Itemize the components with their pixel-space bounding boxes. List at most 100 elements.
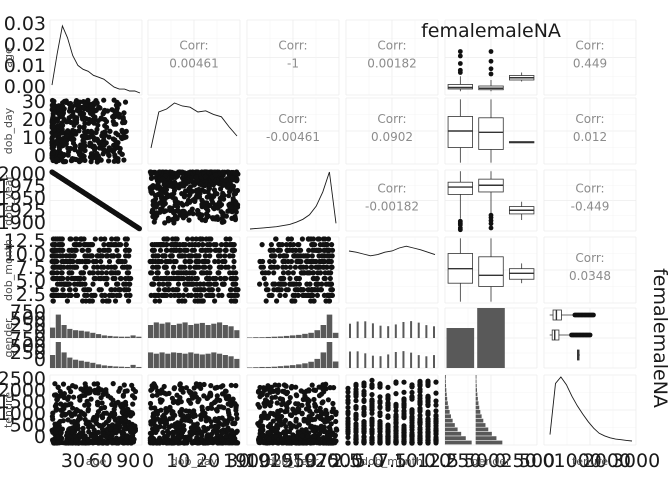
box-outlier — [591, 312, 596, 318]
scatter-point — [201, 270, 207, 276]
scatter-point — [160, 281, 166, 287]
scatter-point — [121, 119, 128, 126]
scatter-point — [61, 159, 67, 165]
scatter-point — [307, 281, 313, 287]
corr-label: Corr: — [377, 39, 406, 53]
scatter-point — [221, 281, 227, 287]
scatter-point — [187, 264, 193, 270]
scatter-point — [166, 281, 172, 287]
panel-dob_month-dob_month — [345, 236, 439, 304]
scatter-point — [309, 411, 315, 417]
scatter-point — [164, 247, 170, 253]
hist-bar — [402, 321, 405, 338]
scatter-point — [298, 287, 304, 293]
scatter-point — [310, 298, 317, 304]
scatter-point — [116, 111, 122, 118]
scatter-point — [271, 270, 277, 276]
hist-bar — [371, 355, 374, 368]
scatter-point — [206, 281, 212, 287]
scatter-point — [259, 390, 265, 396]
scatter-point — [305, 236, 311, 242]
scatter-point — [204, 214, 210, 220]
corr-value: 0.00182 — [367, 57, 417, 71]
scatter-point — [115, 253, 121, 259]
scatter-point — [106, 292, 112, 298]
scatter-point — [433, 390, 439, 396]
scatter-point — [321, 424, 327, 430]
scatter-point — [199, 247, 206, 253]
scatter-point — [229, 247, 235, 253]
corr-value: 0.449 — [573, 57, 607, 71]
scatter-point — [67, 287, 73, 293]
scatter-point — [98, 287, 104, 293]
scatter-point — [401, 379, 407, 385]
hist-bar — [417, 355, 420, 368]
scatter-point — [89, 144, 95, 150]
scatter-point — [285, 400, 291, 406]
box-outlier — [457, 53, 463, 59]
scatter-point — [288, 258, 295, 265]
scatter-dob-month-vs-age — [49, 236, 134, 304]
scatter-point — [361, 438, 367, 444]
scatter-point — [401, 437, 407, 444]
scatter-point — [425, 418, 431, 424]
scatter-point — [353, 423, 359, 429]
hist-bar — [50, 355, 56, 368]
scatter-point — [92, 292, 98, 298]
scatter-point — [153, 196, 159, 202]
scatter-point — [150, 439, 156, 445]
hist-bar — [445, 440, 472, 445]
hist-bar — [445, 379, 446, 384]
scatter-point — [153, 253, 159, 259]
hist-bar — [171, 325, 177, 338]
hist-bar — [253, 367, 259, 368]
scatter-point — [206, 242, 212, 248]
scatter-point — [194, 435, 200, 441]
scatter-point — [306, 247, 312, 253]
scatter-point — [401, 389, 407, 395]
scatter-point — [121, 287, 128, 293]
scatter-point — [385, 393, 391, 399]
scatter-point — [93, 136, 99, 142]
hist-bar — [101, 365, 107, 368]
scatter-point — [96, 155, 102, 161]
scatter-dob-year-vs-dob-day — [147, 169, 241, 226]
scatter-point — [65, 264, 71, 270]
scatter-point — [111, 97, 117, 103]
y-tick-age: 0.03 — [4, 13, 46, 35]
scatter-point — [217, 397, 223, 403]
scatter-point — [50, 242, 56, 248]
scatter-point — [229, 215, 235, 221]
scatter-point — [230, 275, 236, 282]
box-outlier — [457, 218, 463, 224]
scatter-point — [361, 381, 367, 387]
hist-bar — [314, 358, 320, 368]
scatter-point — [167, 205, 173, 211]
scatter-point — [229, 430, 235, 436]
scatter-point — [174, 201, 180, 207]
scatter-point — [310, 242, 316, 248]
hist-bar — [332, 361, 339, 368]
scatter-point — [215, 205, 221, 211]
scatter-point — [169, 253, 175, 259]
scatter-point — [417, 437, 423, 443]
corr-value: 0.00461 — [169, 57, 219, 71]
scatter-point — [226, 193, 232, 199]
scatter-point — [165, 194, 171, 200]
scatter-point — [169, 395, 175, 401]
hist-bar — [182, 322, 188, 338]
scatter-point — [197, 236, 203, 242]
hist-bar — [425, 356, 428, 368]
corr-value: -0.449 — [571, 200, 610, 214]
corr-label: Corr: — [575, 112, 604, 126]
scatter-point — [56, 420, 62, 426]
scatter-point — [107, 146, 113, 152]
hist-bar — [78, 330, 84, 338]
scatter-point — [317, 415, 323, 421]
scatter-point — [99, 426, 106, 432]
scatter-point — [106, 258, 113, 265]
scatter-point — [263, 281, 269, 287]
scatter-point — [94, 381, 101, 387]
scatter-point — [176, 298, 182, 304]
hist-bar — [259, 337, 265, 338]
